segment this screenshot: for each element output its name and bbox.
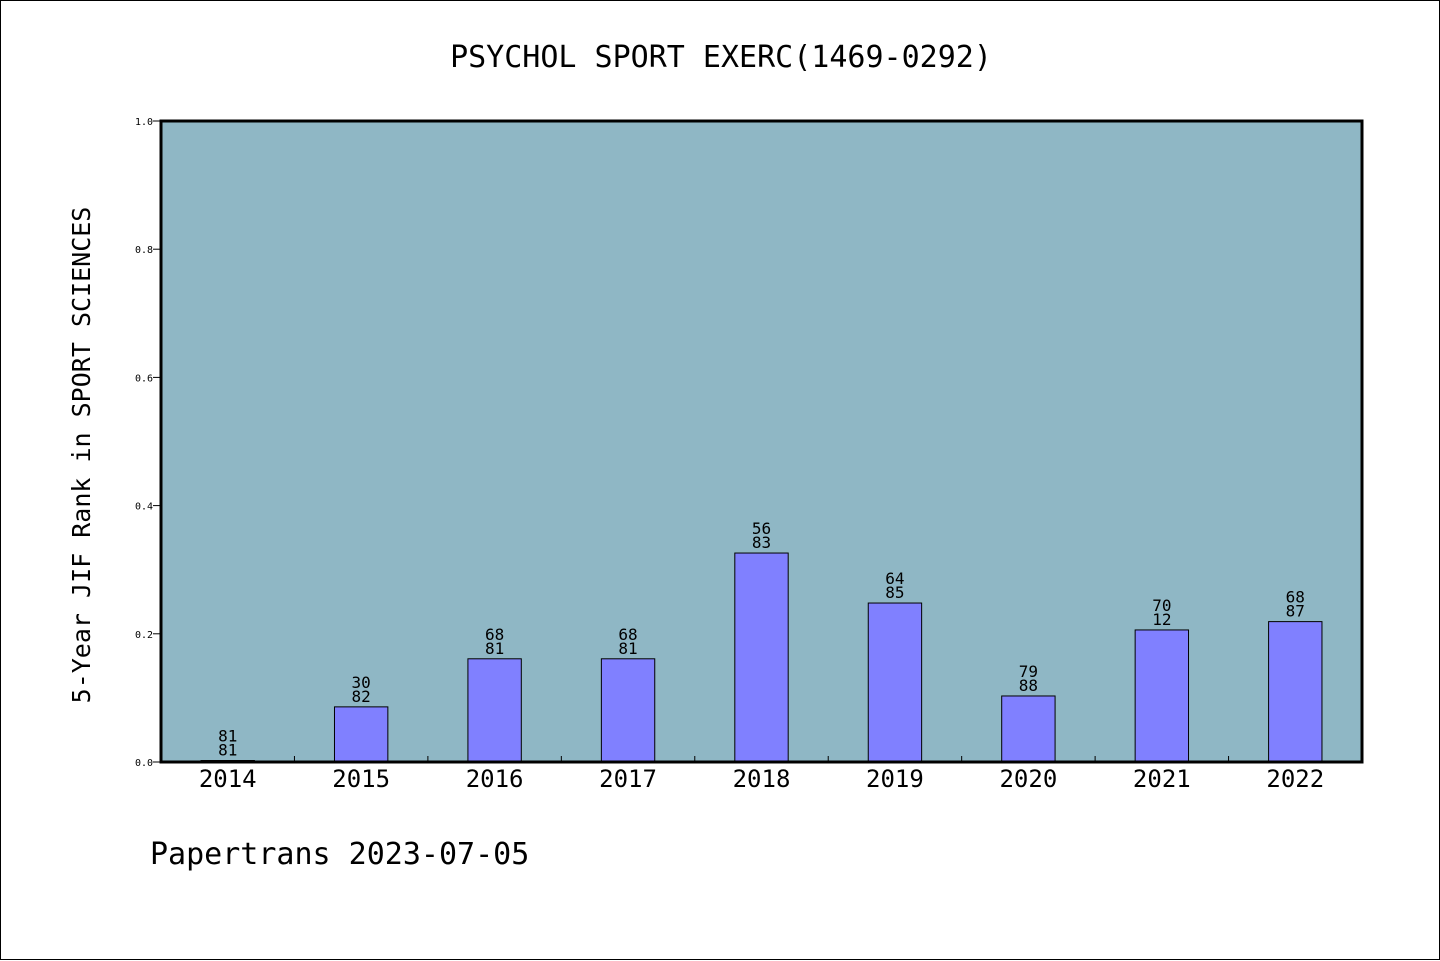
- bar-label-bottom-2022: 87: [1286, 602, 1305, 621]
- x-tick-label-2021: 2021: [1133, 765, 1191, 793]
- bar-label-bottom-2015: 82: [352, 687, 371, 706]
- x-axis: 2014 2015 2016 2017 2018 2019 2020 2021 2022: [199, 756, 1324, 793]
- y-tick-label: 0.8: [135, 245, 153, 256]
- bar-2018: [734, 552, 789, 763]
- x-tick-label-2015: 2015: [332, 765, 390, 793]
- x-tick-label-2014: 2014: [199, 765, 257, 793]
- bars: [200, 552, 1323, 763]
- bar-label-top-2016: 68: [485, 625, 504, 644]
- bar-label-bottom-2020: 88: [1019, 676, 1038, 695]
- bar-label-bottom-2016: 81: [485, 639, 504, 658]
- bar-label-top-2017: 68: [618, 625, 637, 644]
- bar-label-bottom-2017: 81: [618, 639, 637, 658]
- y-tick-label: 1.0: [135, 117, 153, 128]
- bar-label-top-2015: 30: [352, 673, 371, 692]
- plot-border: [159, 119, 1364, 764]
- bar-label-top-2021: 70: [1152, 596, 1171, 615]
- bar-2015: [333, 706, 389, 763]
- x-tick-label-2016: 2016: [466, 765, 524, 793]
- x-tick-label-2017: 2017: [599, 765, 657, 793]
- x-tick-label-2020: 2020: [999, 765, 1057, 793]
- bar-label-bottom-2021: 12: [1152, 610, 1171, 629]
- bar-label-top-2020: 79: [1019, 662, 1038, 681]
- bar-2017: [600, 658, 656, 763]
- bar-label-top-2014: 81: [218, 727, 237, 746]
- bar-label-top-2018: 56: [752, 519, 771, 538]
- y-axis: 0.0 0.2 0.4 0.6 0.8 1.0: [135, 117, 161, 769]
- y-tick-label: 0.4: [135, 502, 153, 513]
- y-tick-label: 0.0: [135, 758, 153, 769]
- x-tick-label-2022: 2022: [1266, 765, 1324, 793]
- footer-watermark: Papertrans 2023-07-05: [150, 837, 529, 872]
- y-tick-label: 0.6: [135, 373, 153, 384]
- y-axis-label: 5-Year JIF Rank in SPORT SCIENCES: [67, 207, 96, 704]
- bar-label-top-2022: 68: [1286, 588, 1305, 607]
- bar-label-top-2019: 64: [885, 569, 904, 588]
- y-tick-label: 0.2: [135, 630, 153, 641]
- bar-2022: [1268, 621, 1323, 763]
- bar-2016: [467, 658, 522, 763]
- bar-label-bottom-2018: 83: [752, 533, 771, 552]
- x-tick-label-2018: 2018: [733, 765, 791, 793]
- x-tick-label-2019: 2019: [866, 765, 924, 793]
- bar-label-bottom-2014: 81: [218, 741, 237, 760]
- bar-label-bottom-2019: 85: [885, 583, 904, 602]
- bar-2021: [1134, 629, 1190, 763]
- bar-2019: [867, 602, 923, 763]
- chart-title: PSYCHOL SPORT EXERC(1469-0292): [450, 40, 992, 75]
- bar-2020: [1001, 695, 1056, 763]
